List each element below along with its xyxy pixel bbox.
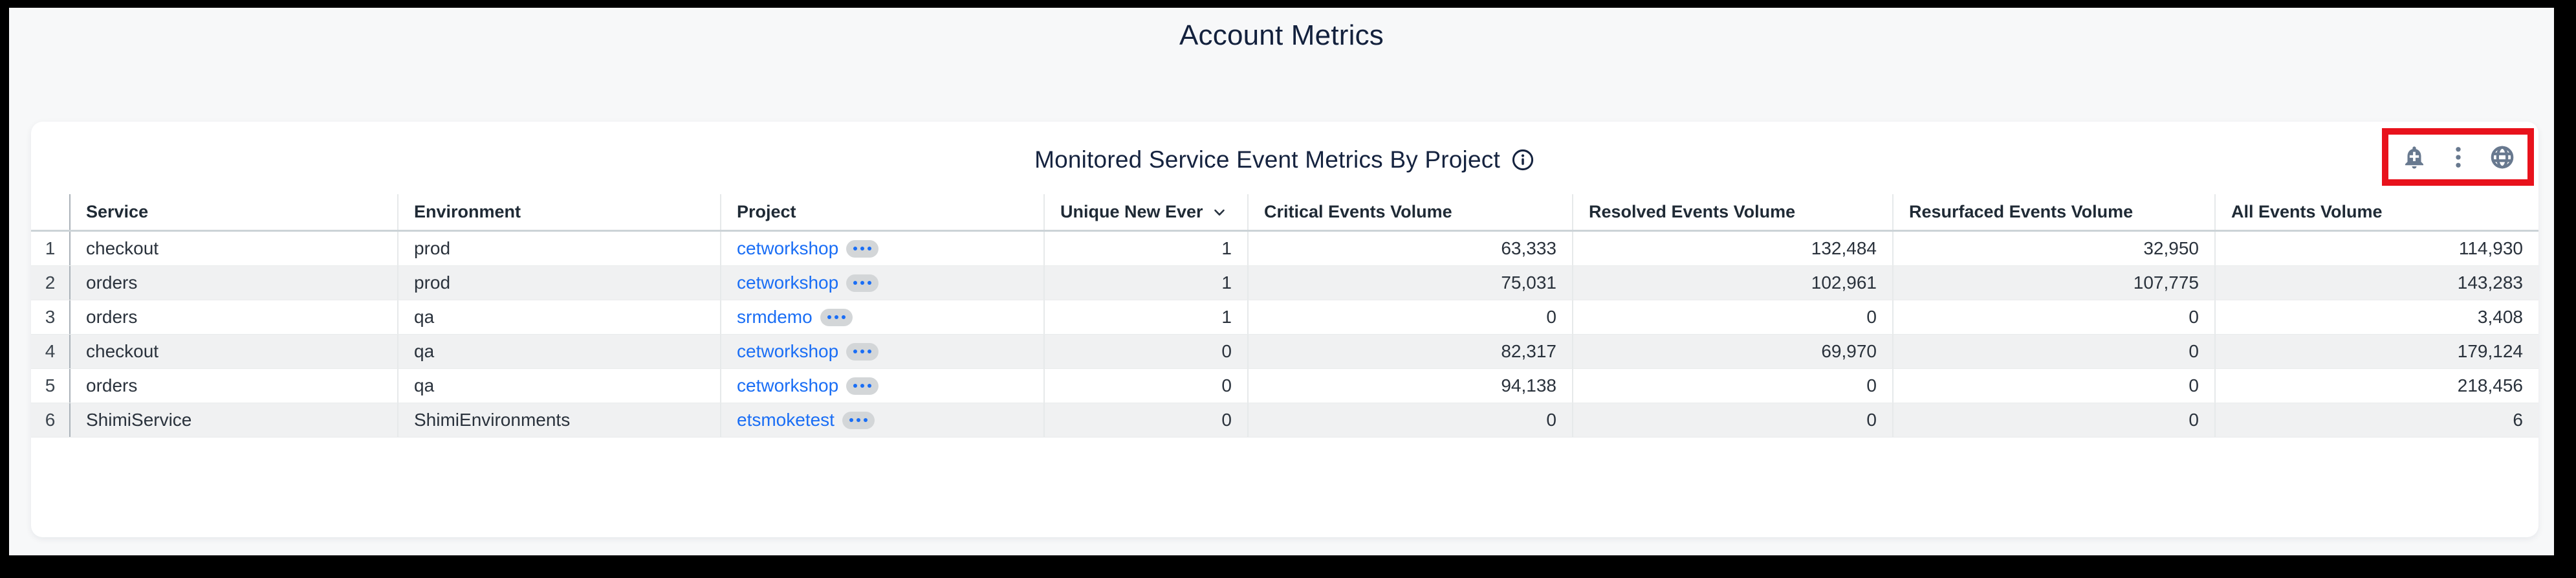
header-all-events[interactable]: All Events Volume xyxy=(2214,194,2538,230)
cell-resolved: 102,961 xyxy=(1572,266,1892,300)
row-number: 6 xyxy=(45,410,56,430)
table-row: 6 ShimiService ShimiEnvironments etsmoke… xyxy=(31,403,2538,438)
dashboard-page: Account Metrics Monitored Service Event … xyxy=(9,8,2554,555)
project-link[interactable]: srmdemo xyxy=(737,307,813,327)
cell-unique-new: 0 xyxy=(1043,369,1247,403)
cell-service: checkout xyxy=(69,232,397,265)
cell-all-events: 114,930 xyxy=(2214,232,2538,265)
cell-all-events: 179,124 xyxy=(2214,335,2538,368)
row-number: 4 xyxy=(45,341,56,361)
cell-project: etsmoketest xyxy=(720,403,1043,437)
cell-resurfaced: 0 xyxy=(1892,403,2214,437)
metrics-table: Service Environment Project Unique New E… xyxy=(31,194,2538,438)
cell-project: cetworkshop xyxy=(720,335,1043,368)
cell-unique-new: 0 xyxy=(1043,403,1247,437)
cell-all-events: 218,456 xyxy=(2214,369,2538,403)
cell-project: cetworkshop xyxy=(720,369,1043,403)
table-header-row: Service Environment Project Unique New E… xyxy=(31,194,2538,232)
header-critical[interactable]: Critical Events Volume xyxy=(1247,194,1572,230)
project-link[interactable]: cetworkshop xyxy=(737,375,839,395)
page-title: Account Metrics xyxy=(1179,19,1384,51)
header-unique-new-sorted[interactable]: Unique New Ever xyxy=(1043,194,1247,230)
cell-critical: 75,031 xyxy=(1247,266,1572,300)
header-project[interactable]: Project xyxy=(720,194,1043,230)
panel-title: Monitored Service Event Metrics By Proje… xyxy=(1034,146,1500,173)
panel-card: Monitored Service Event Metrics By Proje… xyxy=(31,122,2538,537)
cell-resolved: 69,970 xyxy=(1572,335,1892,368)
table-row: 2 orders prod cetworkshop 1 75,031 102,9… xyxy=(31,266,2538,300)
ellipsis-pill-icon[interactable] xyxy=(846,342,879,361)
cell-resolved: 0 xyxy=(1572,300,1892,334)
panel-header: Monitored Service Event Metrics By Proje… xyxy=(31,144,2538,176)
header-environment[interactable]: Environment xyxy=(397,194,720,230)
project-link[interactable]: cetworkshop xyxy=(737,272,839,293)
cell-project: cetworkshop xyxy=(720,266,1043,300)
table-row: 4 checkout qa cetworkshop 0 82,317 69,97… xyxy=(31,335,2538,369)
info-icon[interactable] xyxy=(1511,148,1535,172)
cell-environment: qa xyxy=(397,335,720,368)
cell-critical: 82,317 xyxy=(1247,335,1572,368)
cell-project: srmdemo xyxy=(720,300,1043,334)
chevron-down-icon xyxy=(1214,209,1225,216)
cell-unique-new: 1 xyxy=(1043,266,1247,300)
cell-critical: 0 xyxy=(1247,403,1572,437)
cell-resurfaced: 0 xyxy=(1892,369,2214,403)
row-number: 1 xyxy=(45,238,56,258)
cell-environment: ShimiEnvironments xyxy=(397,403,720,437)
cell-resolved: 132,484 xyxy=(1572,232,1892,265)
cell-service: ShimiService xyxy=(69,403,397,437)
bell-plus-icon[interactable] xyxy=(2401,144,2428,171)
cell-critical: 0 xyxy=(1247,300,1572,334)
globe-icon[interactable] xyxy=(2489,144,2516,171)
row-number: 5 xyxy=(45,375,56,395)
cell-all-events: 143,283 xyxy=(2214,266,2538,300)
cell-critical: 94,138 xyxy=(1247,369,1572,403)
cell-resurfaced: 107,775 xyxy=(1892,266,2214,300)
cell-environment: qa xyxy=(397,300,720,334)
cell-service: checkout xyxy=(69,335,397,368)
annotation-highlight-box xyxy=(2382,128,2534,186)
cell-resolved: 0 xyxy=(1572,403,1892,437)
ellipsis-pill-icon[interactable] xyxy=(846,377,879,395)
header-service[interactable]: Service xyxy=(69,194,397,230)
project-link[interactable]: cetworkshop xyxy=(737,341,839,361)
ellipsis-pill-icon[interactable] xyxy=(842,411,875,429)
cell-resurfaced: 32,950 xyxy=(1892,232,2214,265)
table-row: 5 orders qa cetworkshop 0 94,138 0 0 218… xyxy=(31,369,2538,403)
cell-all-events: 3,408 xyxy=(2214,300,2538,334)
cell-unique-new: 0 xyxy=(1043,335,1247,368)
cell-environment: qa xyxy=(397,369,720,403)
header-resurfaced[interactable]: Resurfaced Events Volume xyxy=(1892,194,2214,230)
cell-critical: 63,333 xyxy=(1247,232,1572,265)
project-link[interactable]: cetworkshop xyxy=(737,238,839,258)
header-row-number xyxy=(31,194,69,230)
cell-service: orders xyxy=(69,266,397,300)
ellipsis-pill-icon[interactable] xyxy=(820,308,853,326)
cell-service: orders xyxy=(69,369,397,403)
cell-resurfaced: 0 xyxy=(1892,300,2214,334)
row-number: 2 xyxy=(45,272,56,293)
cell-all-events: 6 xyxy=(2214,403,2538,437)
cell-environment: prod xyxy=(397,232,720,265)
cell-unique-new: 1 xyxy=(1043,232,1247,265)
cell-unique-new: 1 xyxy=(1043,300,1247,334)
header-resolved[interactable]: Resolved Events Volume xyxy=(1572,194,1892,230)
ellipsis-pill-icon[interactable] xyxy=(846,239,879,258)
cell-service: orders xyxy=(69,300,397,334)
row-number: 3 xyxy=(45,307,56,327)
table-row: 3 orders qa srmdemo 1 0 0 0 3,408 xyxy=(31,300,2538,335)
ellipsis-pill-icon[interactable] xyxy=(846,274,879,292)
project-link[interactable]: etsmoketest xyxy=(737,410,835,430)
cell-project: cetworkshop xyxy=(720,232,1043,265)
cell-environment: prod xyxy=(397,266,720,300)
cell-resolved: 0 xyxy=(1572,369,1892,403)
kebab-menu-icon[interactable] xyxy=(2445,144,2472,171)
cell-resurfaced: 0 xyxy=(1892,335,2214,368)
table-row: 1 checkout prod cetworkshop 1 63,333 132… xyxy=(31,232,2538,266)
